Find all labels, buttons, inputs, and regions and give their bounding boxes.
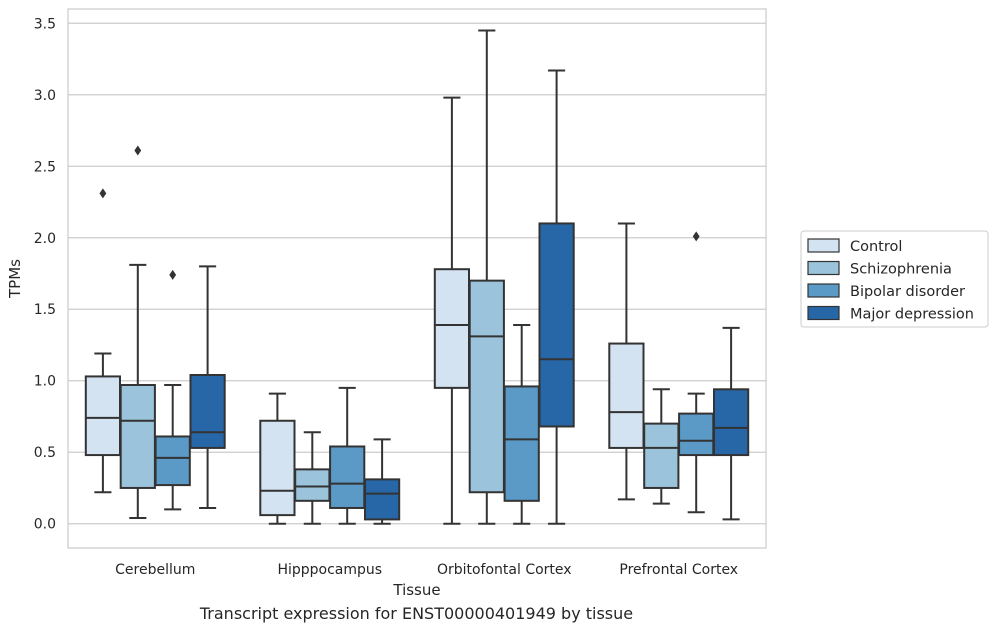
box-schizophrenia [119, 145, 156, 519]
box-control [433, 96, 471, 525]
legend-swatch [807, 283, 840, 298]
y-axis-ticks: 0.0 0.5 1.0 1.5 2.0 2.5 3.0 3.5 [34, 16, 56, 532]
legend-frame [800, 230, 989, 328]
legend-label: Schizophrenia [850, 262, 952, 278]
y-tick-label: 3.0 [34, 88, 56, 104]
x-axis-ticks: Cerebellum Hipppocampus Orbitofontal Corte… [115, 562, 738, 578]
box-control [259, 392, 296, 525]
y-tick-label: 1.0 [34, 374, 56, 390]
legend: Control Schizophrenia Bipolar disorder Majo… [800, 230, 989, 328]
box-control [608, 222, 645, 501]
box-control [84, 188, 122, 494]
legend-item: Control [807, 238, 902, 255]
outlier-marker [692, 231, 700, 242]
box-schizophrenia [468, 29, 505, 525]
x-tick-label: Hipppocampus [277, 562, 382, 578]
box-bipolar-disorder [329, 386, 366, 525]
box-iqr [259, 419, 296, 517]
outlier-marker [134, 145, 142, 156]
plot-frame [67, 8, 767, 549]
box-iqr [294, 468, 331, 502]
box-iqr [189, 374, 226, 449]
box-iqr [329, 445, 366, 509]
y-tick-label: 2.0 [34, 231, 56, 247]
x-tick-label: Orbitofontal Cortex [437, 562, 572, 578]
legend-item: Bipolar disorder [807, 283, 965, 300]
box-major-depression [538, 69, 575, 525]
outlier-marker [99, 188, 107, 199]
box-iqr [643, 422, 680, 489]
box-major-depression [712, 326, 750, 521]
y-tick-label: 1.5 [34, 302, 56, 318]
legend-swatch [807, 260, 840, 276]
y-tick-label: 3.5 [34, 16, 56, 32]
box-schizophrenia [294, 431, 331, 525]
box-bipolar-disorder [154, 269, 191, 511]
box-bipolar-disorder [503, 323, 540, 525]
box-iqr [468, 279, 505, 494]
box-plot-boxes [84, 29, 750, 525]
box-iqr [712, 388, 750, 457]
box-schizophrenia [643, 388, 680, 505]
legend-swatch [807, 305, 840, 321]
box-major-depression [363, 438, 401, 525]
x-axis-label: Tissue [392, 581, 440, 599]
box-iqr [154, 435, 191, 487]
box-iqr [363, 478, 401, 521]
box-major-depression [189, 265, 226, 509]
box-iqr [433, 268, 471, 389]
y-tick-label: 0.5 [34, 445, 56, 461]
y-tick-label: 2.5 [34, 159, 56, 175]
legend-label: Control [850, 239, 902, 255]
x-tick-label: Prefrontal Cortex [619, 562, 738, 578]
y-tick-label: 0.0 [34, 517, 56, 533]
chart-caption: Transcript expression for ENST0000040194… [199, 604, 634, 623]
legend-swatch [807, 238, 840, 253]
legend-item: Major depression [807, 305, 974, 323]
box-iqr [678, 412, 715, 457]
x-tick-label: Cerebellum [115, 562, 195, 578]
box-iqr [84, 375, 122, 457]
box-bipolar-disorder [678, 231, 715, 514]
y-axis-label: TPMs [6, 259, 24, 299]
box-iqr [608, 342, 645, 449]
legend-label: Bipolar disorder [850, 284, 965, 300]
box-iqr [538, 222, 575, 428]
box-iqr [503, 385, 540, 502]
outlier-marker [169, 269, 177, 280]
legend-item: Schizophrenia [807, 260, 952, 278]
box-iqr [119, 384, 156, 489]
legend-label: Major depression [850, 307, 974, 323]
